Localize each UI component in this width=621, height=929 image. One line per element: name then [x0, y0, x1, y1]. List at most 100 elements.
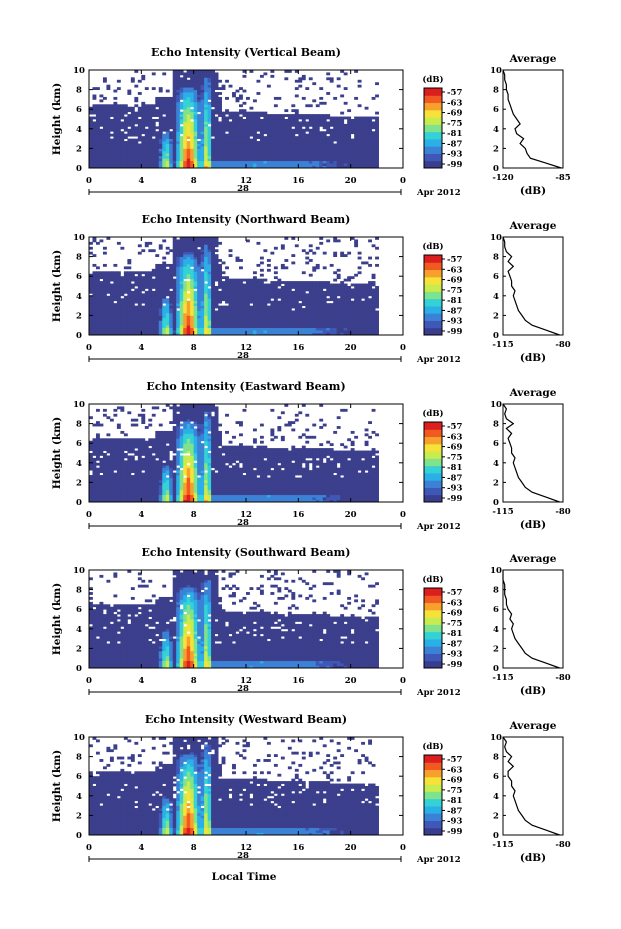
heatmap-cell	[298, 332, 303, 336]
heatmap-cell	[179, 138, 184, 142]
heatmap-cell	[228, 126, 233, 130]
heatmap-cell	[308, 153, 313, 157]
heatmap-cell	[148, 332, 153, 336]
heatmap-cell	[301, 300, 306, 304]
heatmap-cell	[116, 310, 121, 314]
heatmap-cell	[357, 300, 362, 304]
heatmap-cell	[207, 259, 212, 262]
heatmap-cell	[106, 148, 111, 152]
heatmap-cell	[176, 84, 181, 88]
heatmap-cell	[190, 261, 195, 265]
heatmap-cell	[368, 298, 372, 302]
heatmap-cell	[95, 141, 100, 144]
heatmap-cell	[294, 136, 299, 139]
heatmap-cell	[116, 484, 121, 488]
heatmap-cell	[301, 308, 306, 311]
heatmap-cell	[197, 82, 202, 86]
heatmap-cell	[218, 165, 222, 169]
profile-y-tick-label: 0	[493, 164, 499, 174]
heatmap-cell	[329, 283, 334, 287]
heatmap-cell	[197, 290, 202, 294]
heatmap-cell	[225, 278, 229, 282]
heatmap-cell	[95, 145, 100, 149]
heatmap-cell	[89, 150, 93, 154]
heatmap-cell	[263, 283, 268, 287]
heatmap-cell	[134, 114, 139, 117]
heatmap-cell	[259, 119, 264, 122]
heatmap-cell	[357, 317, 362, 321]
heatmap-cell	[130, 141, 135, 144]
heatmap-cell	[207, 79, 212, 83]
heatmap-cell	[120, 145, 125, 149]
heatmap-cell	[99, 145, 104, 149]
heatmap-cell	[155, 295, 160, 299]
heatmap-cell	[242, 74, 247, 78]
heatmap-cell	[259, 163, 264, 166]
heatmap-cell	[312, 312, 317, 316]
heatmap-cell	[134, 276, 139, 280]
heatmap-cell	[232, 298, 236, 302]
heatmap-cell	[148, 158, 153, 162]
heatmap-cell	[246, 317, 250, 321]
heatmap-cell	[179, 325, 184, 329]
heatmap-cell	[134, 327, 139, 331]
heatmap-cell	[259, 150, 264, 154]
heatmap-cell	[148, 303, 153, 306]
heatmap-cell	[116, 271, 121, 275]
heatmap-cell	[204, 82, 209, 86]
heatmap-cell	[375, 320, 379, 324]
heatmap-cell	[162, 332, 167, 336]
heatmap-cell	[308, 123, 313, 127]
heatmap-cell	[193, 286, 198, 289]
heatmap-cell	[214, 148, 219, 152]
heatmap-cell	[179, 237, 184, 240]
heatmap-cell	[291, 119, 296, 122]
heatmap-cell	[123, 106, 128, 110]
heatmap-cell	[277, 330, 282, 333]
heatmap-cell	[266, 332, 271, 336]
heatmap-cell	[120, 310, 125, 314]
heatmap-cell	[200, 79, 205, 83]
heatmap-cell	[207, 109, 212, 113]
heatmap-cell	[148, 148, 153, 152]
heatmap-cell	[228, 148, 233, 152]
heatmap-cell	[183, 145, 188, 149]
heatmap-cell	[361, 322, 366, 326]
heatmap-cell	[151, 310, 156, 314]
heatmap-cell	[239, 96, 243, 100]
heatmap-cell	[291, 310, 296, 314]
heatmap-cell	[343, 300, 348, 304]
heatmap-cell	[193, 121, 198, 125]
heatmap-cell	[284, 330, 289, 333]
heatmap-cell	[252, 155, 257, 159]
heatmap-cell	[249, 295, 254, 299]
heatmap-cell	[204, 290, 209, 294]
heatmap-cell	[109, 145, 114, 149]
heatmap-cell	[214, 312, 219, 316]
heatmap-cell	[92, 96, 97, 100]
heatmap-cell	[151, 271, 156, 275]
heatmap-cell	[207, 92, 212, 95]
heatmap-cell	[228, 141, 233, 144]
heatmap-cell	[284, 150, 289, 154]
heatmap-cell	[99, 443, 104, 447]
heatmap-cell	[186, 281, 191, 284]
heatmap-cell	[176, 288, 181, 292]
heatmap-cell	[204, 300, 209, 304]
heatmap-cell	[252, 327, 257, 331]
heatmap-cell	[361, 150, 366, 154]
heatmap-cell	[246, 310, 250, 314]
heatmap-cell	[193, 261, 198, 265]
heatmap-cell	[343, 332, 348, 336]
heatmap-cell	[249, 143, 254, 147]
heatmap-cell	[169, 266, 174, 270]
heatmap-cell	[291, 254, 296, 257]
heatmap-cell	[357, 327, 362, 331]
heatmap-cell	[106, 114, 111, 117]
heatmap-cell	[371, 325, 376, 329]
heatmap-cell	[225, 312, 229, 316]
heatmap-cell	[326, 288, 331, 292]
heatmap-cell	[347, 131, 352, 135]
heatmap-cell	[172, 109, 177, 113]
heatmap-cell	[190, 77, 195, 81]
